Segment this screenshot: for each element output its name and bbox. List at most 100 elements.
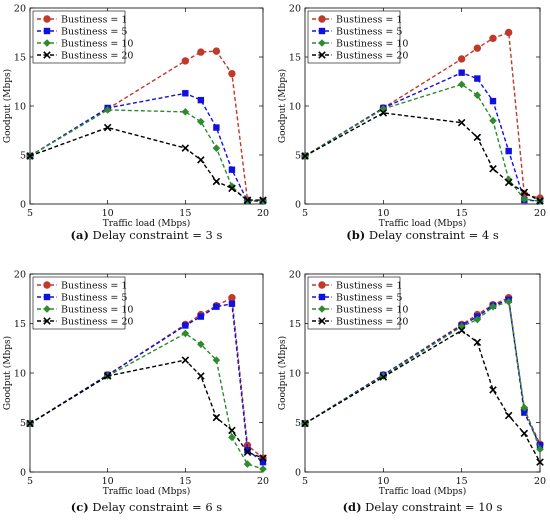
data-point-series-3 bbox=[259, 465, 267, 473]
x-tick-label: 5 bbox=[302, 208, 308, 219]
panel-caption: (d) Delay constraint = 10 s bbox=[343, 500, 503, 514]
data-point-series-1 bbox=[212, 47, 221, 55]
legend-marker bbox=[43, 51, 51, 59]
x-axis-label: Traffic load (Mbps) bbox=[103, 486, 191, 497]
legend-entry-label: Bustiness = 1 bbox=[61, 14, 127, 25]
legend-entry-label: Bustiness = 10 bbox=[61, 38, 133, 49]
y-tick-label: 5 bbox=[295, 418, 301, 429]
x-axis-label: Traffic load (Mbps) bbox=[379, 486, 467, 497]
data-point-series-3 bbox=[103, 106, 112, 114]
data-point-series-2 bbox=[521, 409, 528, 416]
legend-entry-label: Bustiness = 20 bbox=[336, 50, 408, 61]
x-tick-label: 15 bbox=[179, 476, 191, 487]
data-point-series-4 bbox=[473, 133, 482, 142]
data-point-series-4 bbox=[228, 184, 236, 193]
data-point-series-2 bbox=[505, 147, 512, 155]
x-tick-label: 15 bbox=[456, 476, 468, 487]
data-point-series-2 bbox=[197, 313, 205, 320]
data-point-series-4 bbox=[301, 419, 309, 428]
legend-marker bbox=[43, 15, 51, 23]
legend-entry-label: Bustiness = 1 bbox=[336, 280, 402, 291]
data-point-series-3 bbox=[212, 144, 221, 152]
data-point-series-4 bbox=[243, 448, 252, 456]
data-point-series-3 bbox=[520, 195, 529, 203]
legend-entry-label: Bustiness = 20 bbox=[61, 50, 133, 61]
data-point-series-2 bbox=[259, 458, 267, 466]
series-line-1 bbox=[304, 31, 541, 199]
data-point-series-1 bbox=[489, 34, 497, 43]
y-tick-label: 15 bbox=[14, 53, 26, 64]
x-tick-label: 20 bbox=[534, 476, 546, 487]
y-tick-label: 0 bbox=[20, 200, 26, 211]
data-point-series-2 bbox=[182, 90, 189, 97]
data-point-series-4 bbox=[379, 109, 388, 117]
data-point-series-3 bbox=[457, 80, 466, 89]
data-point-series-4 bbox=[489, 164, 497, 173]
data-point-series-4 bbox=[520, 429, 529, 438]
legend-entry-label: Bustiness = 5 bbox=[61, 26, 127, 37]
data-point-series-3 bbox=[489, 302, 497, 311]
data-point-series-4 bbox=[457, 326, 466, 335]
data-point-series-3 bbox=[536, 445, 544, 454]
legend-entry-label: Bustiness = 10 bbox=[61, 304, 133, 315]
legend-entry-label: Bustiness = 10 bbox=[336, 304, 408, 315]
data-point-series-4 bbox=[489, 386, 497, 394]
data-point-series-4 bbox=[197, 156, 205, 164]
y-axis-label: Goodput (Mbps) bbox=[2, 69, 13, 143]
series-line-4 bbox=[304, 112, 541, 202]
panel-caption-text: Delay constraint = 4 s bbox=[365, 228, 499, 242]
data-point-series-3 bbox=[473, 315, 482, 324]
data-point-series-4 bbox=[301, 152, 309, 160]
data-point-series-4 bbox=[259, 454, 267, 462]
data-point-series-1 bbox=[504, 28, 513, 37]
series-line-4 bbox=[29, 359, 264, 459]
series-line-3 bbox=[304, 83, 541, 202]
data-point-series-4 bbox=[520, 188, 529, 197]
y-tick-label: 10 bbox=[14, 102, 26, 113]
data-point-series-2 bbox=[474, 75, 481, 82]
data-point-series-3 bbox=[228, 433, 236, 442]
data-point-series-4 bbox=[103, 123, 112, 132]
y-tick-label: 20 bbox=[14, 4, 26, 15]
data-point-series-3 bbox=[243, 460, 252, 468]
legend-marker bbox=[43, 39, 51, 47]
panel-caption: (a) Delay constraint = 3 s bbox=[71, 228, 223, 242]
series-line-2 bbox=[29, 302, 264, 463]
data-point-series-3 bbox=[473, 91, 482, 100]
legend-marker bbox=[318, 317, 326, 325]
legend-marker bbox=[318, 281, 326, 289]
legend-marker bbox=[318, 15, 326, 23]
y-tick-label: 10 bbox=[289, 369, 301, 380]
x-tick-label: 20 bbox=[257, 476, 269, 487]
data-point-series-2 bbox=[197, 96, 205, 104]
y-tick-label: 10 bbox=[289, 102, 301, 113]
y-tick-label: 20 bbox=[14, 270, 26, 281]
data-point-series-4 bbox=[181, 356, 190, 364]
x-axis-label: Traffic load (Mbps) bbox=[103, 218, 191, 229]
legend-entry-label: Bustiness = 5 bbox=[336, 292, 402, 303]
data-point-series-3 bbox=[504, 297, 513, 306]
data-point-series-4 bbox=[103, 372, 112, 380]
legend-entry-label: Bustiness = 20 bbox=[336, 316, 408, 327]
y-tick-label: 0 bbox=[295, 468, 301, 479]
legend-marker bbox=[43, 317, 51, 325]
x-tick-label: 5 bbox=[27, 208, 33, 219]
data-point-series-3 bbox=[197, 340, 205, 349]
data-point-series-2 bbox=[489, 97, 497, 105]
data-point-series-4 bbox=[457, 118, 466, 127]
series-line-2 bbox=[304, 71, 541, 202]
data-point-series-3 bbox=[181, 108, 190, 116]
data-point-series-4 bbox=[504, 178, 513, 187]
data-point-series-4 bbox=[473, 338, 482, 347]
series-line-3 bbox=[29, 109, 263, 202]
panel-caption-label: (a) bbox=[71, 228, 89, 242]
legend-marker bbox=[318, 27, 326, 35]
panel-caption-label: (d) bbox=[343, 500, 362, 514]
y-tick-label: 15 bbox=[14, 319, 26, 330]
legend-entry-label: Bustiness = 10 bbox=[336, 38, 408, 49]
data-point-series-4 bbox=[212, 413, 221, 422]
